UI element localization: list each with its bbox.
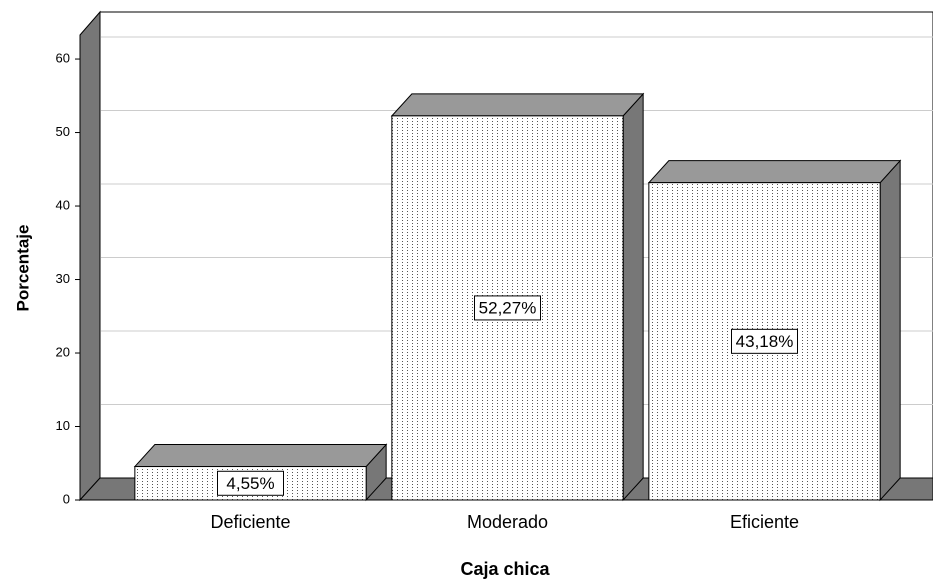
y-tick-label: 20 bbox=[56, 344, 70, 359]
value-label-box bbox=[474, 295, 541, 321]
bar-side bbox=[622, 92, 644, 502]
bar-top bbox=[647, 160, 902, 184]
bar-side bbox=[879, 159, 901, 502]
x-axis-label: Caja chica bbox=[460, 559, 550, 579]
y-tick-label: 40 bbox=[56, 197, 70, 212]
y-axis-label: Porcentaje bbox=[13, 225, 32, 312]
y-tick-label: 60 bbox=[56, 50, 70, 65]
value-label: 52,27% bbox=[479, 298, 537, 317]
value-label: 43,18% bbox=[736, 332, 794, 351]
value-label-box bbox=[217, 470, 284, 496]
y-tick-label: 50 bbox=[56, 124, 70, 139]
y-tick-label: 0 bbox=[63, 491, 70, 506]
value-label: 4,55% bbox=[226, 474, 274, 493]
bar-top bbox=[133, 444, 388, 468]
x-tick-label: Deficiente bbox=[210, 512, 290, 532]
side-wall bbox=[79, 10, 101, 502]
y-tick-label: 30 bbox=[56, 271, 70, 286]
y-tick-label: 10 bbox=[56, 418, 70, 433]
bar-top bbox=[390, 93, 645, 117]
value-label-box bbox=[731, 328, 798, 354]
x-tick-label: Moderado bbox=[467, 512, 548, 532]
x-tick-label: Eficiente bbox=[730, 512, 799, 532]
